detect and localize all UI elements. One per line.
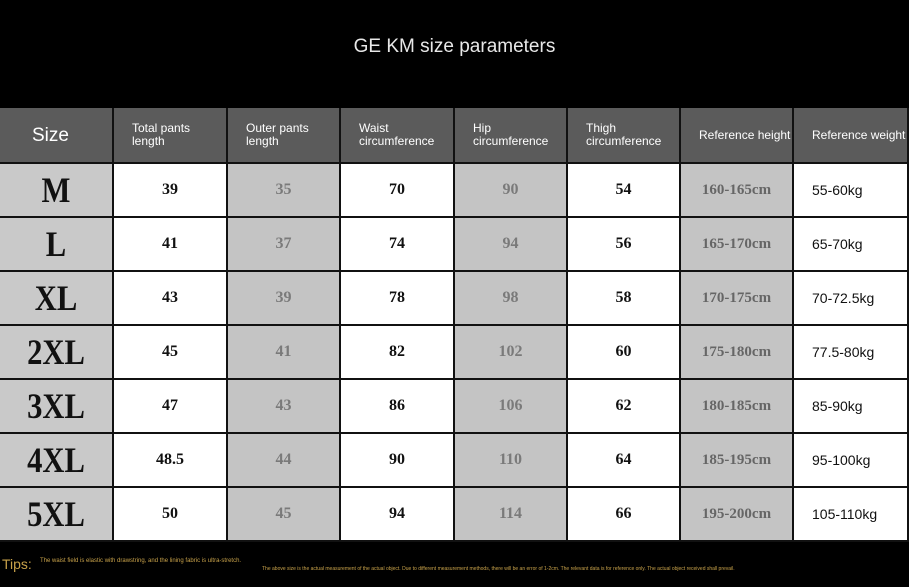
thigh-cell: 54 bbox=[568, 164, 681, 218]
height-cell: 175-180cm bbox=[681, 326, 794, 380]
tip-note-elastic: The waist field is elastic with drawstri… bbox=[40, 558, 242, 564]
total-length-cell: 41 bbox=[114, 218, 228, 272]
thigh-cell: 58 bbox=[568, 272, 681, 326]
size-label: 2XL bbox=[27, 332, 85, 372]
hip-cell: 98 bbox=[455, 272, 568, 326]
weight-cell: 85-90kg bbox=[794, 380, 909, 434]
weight-cell: 95-100kg bbox=[794, 434, 909, 488]
waist-cell: 86 bbox=[341, 380, 455, 434]
hip-cell: 90 bbox=[455, 164, 568, 218]
height-cell: 170-175cm bbox=[681, 272, 794, 326]
waist-cell: 82 bbox=[341, 326, 455, 380]
weight-cell: 55-60kg bbox=[794, 164, 909, 218]
outer-length-cell: 41 bbox=[228, 326, 341, 380]
hip-cell: 102 bbox=[455, 326, 568, 380]
size-cell: 2XL bbox=[0, 326, 114, 380]
height-cell: 195-200cm bbox=[681, 488, 794, 542]
size-label: L bbox=[45, 224, 67, 264]
size-cell: 5XL bbox=[0, 488, 114, 542]
waist-cell: 70 bbox=[341, 164, 455, 218]
header-reference-height: Reference height bbox=[681, 108, 794, 164]
thigh-cell: 64 bbox=[568, 434, 681, 488]
tips-label: Tips: bbox=[2, 556, 32, 572]
table-row: M 39 35 70 90 54 160-165cm 55-60kg bbox=[0, 164, 909, 218]
outer-length-cell: 35 bbox=[228, 164, 341, 218]
table-row: 5XL 50 45 94 114 66 195-200cm 105-110kg bbox=[0, 488, 909, 542]
header-thigh-circumference: Thigh circumference bbox=[568, 108, 681, 164]
outer-length-cell: 45 bbox=[228, 488, 341, 542]
size-label: XL bbox=[34, 278, 78, 318]
total-length-cell: 50 bbox=[114, 488, 228, 542]
hip-cell: 106 bbox=[455, 380, 568, 434]
total-length-cell: 43 bbox=[114, 272, 228, 326]
hip-cell: 94 bbox=[455, 218, 568, 272]
header-reference-weight: Reference weight bbox=[794, 108, 909, 164]
header-total-pants-length: Total pants length bbox=[114, 108, 228, 164]
header-waist-circumference: Waist circumference bbox=[341, 108, 455, 164]
size-label: 4XL bbox=[27, 440, 85, 480]
table-header-row: Size Total pants length Outer pants leng… bbox=[0, 108, 909, 164]
outer-length-cell: 39 bbox=[228, 272, 341, 326]
outer-length-cell: 43 bbox=[228, 380, 341, 434]
header-outer-pants-length: Outer pants length bbox=[228, 108, 341, 164]
total-length-cell: 48.5 bbox=[114, 434, 228, 488]
thigh-cell: 60 bbox=[568, 326, 681, 380]
tip-note-measurement: The above size is the actual measurement… bbox=[262, 566, 735, 572]
height-cell: 160-165cm bbox=[681, 164, 794, 218]
weight-cell: 65-70kg bbox=[794, 218, 909, 272]
size-cell: L bbox=[0, 218, 114, 272]
size-label: 5XL bbox=[27, 494, 85, 534]
size-label: M bbox=[41, 170, 71, 210]
header-size: Size bbox=[0, 108, 114, 164]
height-cell: 185-195cm bbox=[681, 434, 794, 488]
header-hip-circumference: Hip circumference bbox=[455, 108, 568, 164]
height-cell: 165-170cm bbox=[681, 218, 794, 272]
thigh-cell: 62 bbox=[568, 380, 681, 434]
thigh-cell: 66 bbox=[568, 488, 681, 542]
size-label: 3XL bbox=[27, 386, 85, 426]
weight-cell: 77.5-80kg bbox=[794, 326, 909, 380]
size-cell: 3XL bbox=[0, 380, 114, 434]
thigh-cell: 56 bbox=[568, 218, 681, 272]
hip-cell: 114 bbox=[455, 488, 568, 542]
table-row: XL 43 39 78 98 58 170-175cm 70-72.5kg bbox=[0, 272, 909, 326]
outer-length-cell: 37 bbox=[228, 218, 341, 272]
weight-cell: 70-72.5kg bbox=[794, 272, 909, 326]
table-row: L 41 37 74 94 56 165-170cm 65-70kg bbox=[0, 218, 909, 272]
weight-cell: 105-110kg bbox=[794, 488, 909, 542]
size-table: Size Total pants length Outer pants leng… bbox=[0, 108, 909, 542]
hip-cell: 110 bbox=[455, 434, 568, 488]
waist-cell: 74 bbox=[341, 218, 455, 272]
total-length-cell: 39 bbox=[114, 164, 228, 218]
table-row: 2XL 45 41 82 102 60 175-180cm 77.5-80kg bbox=[0, 326, 909, 380]
waist-cell: 90 bbox=[341, 434, 455, 488]
total-length-cell: 45 bbox=[114, 326, 228, 380]
waist-cell: 78 bbox=[341, 272, 455, 326]
page-title: GE KM size parameters bbox=[353, 36, 556, 57]
table-row: 3XL 47 43 86 106 62 180-185cm 85-90kg bbox=[0, 380, 909, 434]
size-cell: M bbox=[0, 164, 114, 218]
outer-length-cell: 44 bbox=[228, 434, 341, 488]
waist-cell: 94 bbox=[341, 488, 455, 542]
height-cell: 180-185cm bbox=[681, 380, 794, 434]
table-row: 4XL 48.5 44 90 110 64 185-195cm 95-100kg bbox=[0, 434, 909, 488]
size-cell: 4XL bbox=[0, 434, 114, 488]
size-cell: XL bbox=[0, 272, 114, 326]
total-length-cell: 47 bbox=[114, 380, 228, 434]
